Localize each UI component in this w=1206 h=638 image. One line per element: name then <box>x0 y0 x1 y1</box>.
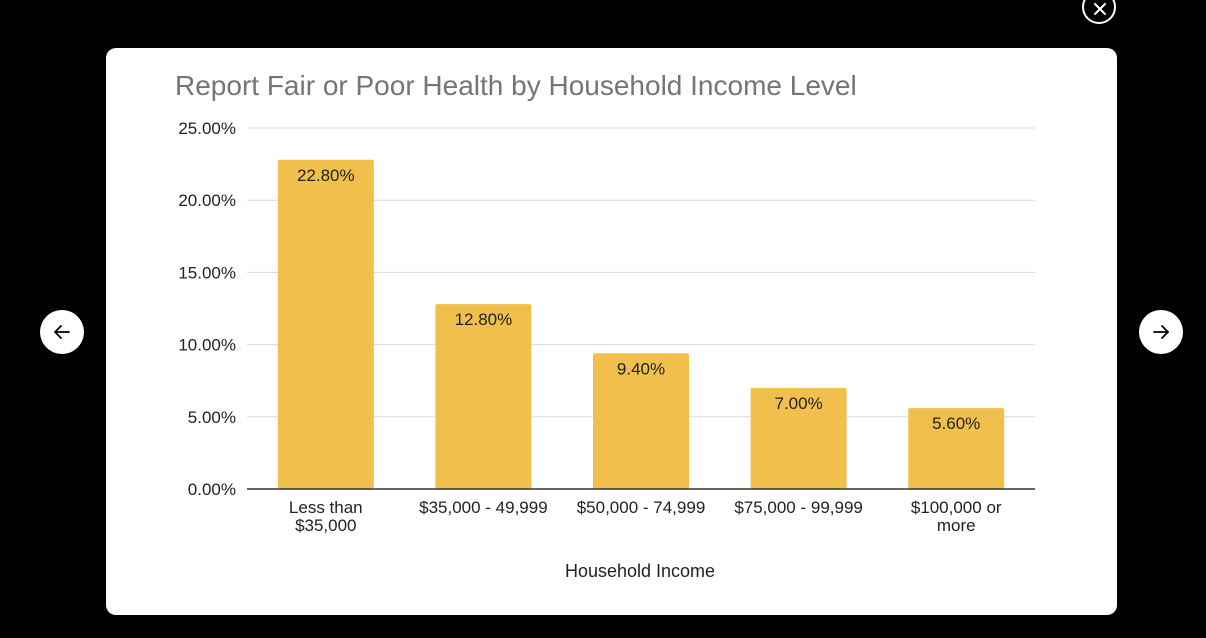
previous-button[interactable] <box>40 310 84 354</box>
bar <box>435 304 532 489</box>
bar <box>908 408 1005 489</box>
data-label: 12.80% <box>455 310 513 329</box>
x-tick-label: $50,000 - 74,999 <box>577 498 706 517</box>
data-label: 22.80% <box>297 166 355 185</box>
arrow-right-icon <box>1153 325 1169 339</box>
data-label: 5.60% <box>932 414 980 433</box>
bar <box>750 387 847 489</box>
x-axis-title: Household Income <box>565 561 715 581</box>
data-labels: 22.80% 12.80% 9.40% 7.00% 5.60% <box>297 166 980 433</box>
chart-card: Report Fair or Poor Health by Household … <box>106 48 1117 615</box>
y-tick-label: 0.00% <box>188 480 236 499</box>
chart-title: Report Fair or Poor Health by Household … <box>175 70 857 101</box>
x-tick-label: $100,000 or more <box>911 498 1002 535</box>
bar-chart: Report Fair or Poor Health by Household … <box>175 70 1035 581</box>
y-axis-ticks: 0.00% 5.00% 10.00% 15.00% 20.00% 25.00% <box>178 119 236 499</box>
arrow-left-icon <box>54 325 70 339</box>
y-tick-label: 10.00% <box>178 336 236 355</box>
y-tick-label: 20.00% <box>178 191 236 210</box>
x-tick-label: $35,000 - 49,999 <box>419 498 548 517</box>
bar <box>277 159 374 489</box>
bars <box>277 159 1005 489</box>
close-icon <box>1094 3 1106 15</box>
x-tick-label: Less than $35,000 <box>289 498 363 535</box>
data-label: 7.00% <box>774 394 822 413</box>
x-tick-label: $75,000 - 99,999 <box>734 498 863 517</box>
close-button[interactable] <box>1082 0 1116 24</box>
y-tick-label: 15.00% <box>178 263 236 282</box>
x-axis-ticks: Less than $35,000 $35,000 - 49,999 $50,000 … <box>289 498 1002 535</box>
y-tick-label: 5.00% <box>188 408 236 427</box>
bar <box>593 353 689 489</box>
data-label: 9.40% <box>617 359 665 378</box>
y-tick-label: 25.00% <box>178 119 236 138</box>
next-button[interactable] <box>1139 310 1183 354</box>
